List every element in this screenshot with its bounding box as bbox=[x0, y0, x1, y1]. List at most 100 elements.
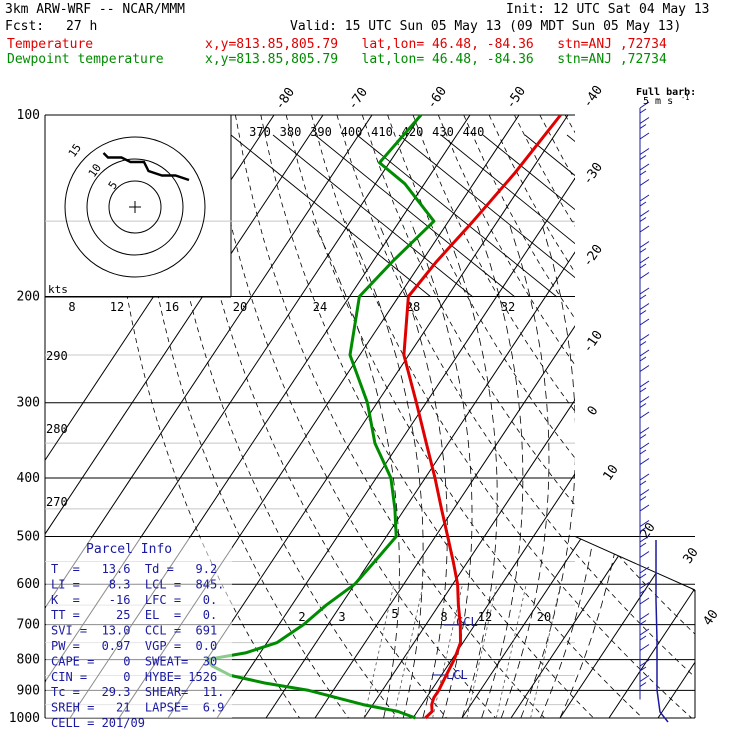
wind-barb-flag bbox=[639, 628, 650, 636]
wind-barb-half bbox=[639, 496, 647, 501]
wind-barb-flag bbox=[639, 597, 650, 605]
wind-barb-half bbox=[639, 682, 647, 687]
isotherm-label: 0 bbox=[585, 403, 602, 418]
mixing-ratio-label: 8 bbox=[440, 610, 447, 624]
hodo-speed-label: 24 bbox=[313, 300, 327, 314]
dry-adiabat bbox=[564, 115, 695, 718]
isotherm-line bbox=[510, 115, 695, 718]
wind-barb-flag bbox=[639, 318, 650, 326]
height-label: 290 bbox=[46, 349, 68, 363]
moist-adiabat bbox=[475, 221, 524, 718]
moist-adiabat bbox=[410, 221, 473, 718]
moist-adiabat bbox=[500, 221, 550, 718]
mixing-ratio-label: 20 bbox=[537, 610, 551, 624]
theta-grid-line bbox=[272, 134, 474, 298]
barb-legend-sup: -1 bbox=[681, 94, 689, 102]
hodograph-ring-15 bbox=[64, 136, 206, 278]
wind-barb-flag bbox=[639, 458, 650, 465]
wind-barb-half bbox=[639, 449, 647, 455]
isotherm-line bbox=[167, 115, 569, 718]
theta-label: 400 bbox=[341, 125, 363, 139]
wind-barb-flag bbox=[639, 117, 650, 124]
wind-barb-half bbox=[639, 573, 647, 579]
wind-barb-flag bbox=[639, 179, 650, 186]
moist-adiabat bbox=[345, 221, 424, 718]
wind-barb-half bbox=[639, 403, 647, 408]
parcel-info-row: CELL = 201/09 bbox=[51, 716, 145, 730]
wind-barb-half bbox=[639, 387, 647, 393]
isotherm-label: -10 bbox=[580, 328, 606, 356]
hodograph-ring-5 bbox=[108, 180, 162, 234]
isobar-label: 900 bbox=[17, 683, 40, 698]
theta-grid-line bbox=[314, 134, 516, 298]
wind-barb-half bbox=[639, 480, 647, 486]
dry-adiabat bbox=[133, 115, 349, 718]
wind-barb-flag bbox=[639, 194, 650, 202]
mixing-ratio-line bbox=[363, 584, 395, 718]
isotherm-label: -70 bbox=[345, 85, 371, 113]
barb-legend-value: 5 m s bbox=[643, 96, 673, 107]
mixing-ratio-label: 5 bbox=[391, 607, 398, 621]
wind-barb-flag bbox=[639, 675, 650, 682]
wind-barb-flag bbox=[639, 644, 650, 651]
dry-adiabat bbox=[260, 115, 594, 718]
temperature-legend-name: Temperature bbox=[7, 37, 94, 52]
wind-barb-half bbox=[639, 108, 647, 114]
isotherm-label: 10 bbox=[600, 462, 621, 483]
dewpoint-legend-name: Dewpoint temperature bbox=[7, 52, 164, 67]
dry-adiabat bbox=[615, 115, 695, 718]
theta-grid-line bbox=[482, 134, 684, 298]
theta-label: 370 bbox=[249, 125, 271, 139]
wind-barb-half bbox=[639, 310, 647, 315]
wind-barb-half bbox=[639, 217, 647, 222]
theta-grid-line bbox=[356, 134, 558, 298]
wind-barb-flag bbox=[639, 504, 650, 512]
hodo-speed-label: 8 bbox=[68, 300, 75, 314]
wind-barb bbox=[639, 675, 650, 700]
isotherm-line bbox=[314, 115, 695, 718]
wind-barb-half bbox=[639, 341, 647, 346]
theta-grid-line bbox=[524, 134, 695, 298]
height-label: 270 bbox=[46, 495, 68, 509]
hodo-speed-label: 12 bbox=[110, 300, 124, 314]
mixing-ratio-line bbox=[495, 584, 527, 718]
mixing-ratio-line bbox=[530, 584, 561, 718]
lcl-label: LCL bbox=[446, 668, 468, 682]
isotherm-label: 30 bbox=[680, 545, 701, 566]
theta-label: 410 bbox=[371, 125, 393, 139]
moist-adiabat bbox=[520, 221, 577, 718]
wind-barb-flag bbox=[639, 349, 650, 357]
wind-barb-flag bbox=[639, 303, 650, 310]
isobar-label: 1000 bbox=[9, 711, 40, 726]
moist-adiabat bbox=[540, 221, 604, 718]
wind-barb-half bbox=[639, 248, 647, 253]
hodograph-trace bbox=[102, 152, 190, 182]
wind-barb-flag bbox=[639, 334, 650, 341]
isobar-label: 700 bbox=[17, 618, 40, 633]
moist-adiabat bbox=[377, 221, 448, 718]
low-level-wind-trace bbox=[655, 540, 669, 723]
dry-adiabat bbox=[691, 115, 695, 718]
wind-barb-flag bbox=[639, 380, 650, 388]
isobar-label: 400 bbox=[17, 471, 40, 486]
hodograph-ring-label: 5 bbox=[106, 179, 120, 192]
wind-barb-half bbox=[639, 201, 647, 207]
isotherm-label: 40 bbox=[700, 607, 721, 628]
parcel-info-backdrop bbox=[46, 538, 232, 718]
wind-barb-half bbox=[639, 666, 647, 672]
wind-barbs bbox=[639, 101, 669, 723]
dewpoint-legend-info: x,y=813.85,805.79 lat,lon= 46.48, -84.36… bbox=[205, 52, 667, 67]
parcel-info-row: SREH = 21 LAPSE= 6.9 bbox=[51, 701, 224, 715]
wind-barb-flag bbox=[639, 287, 650, 295]
isotherm-label: -20 bbox=[580, 242, 606, 270]
dewpoint-profile bbox=[205, 114, 436, 720]
wind-barb-flag bbox=[639, 163, 650, 171]
init-time: Init: 12 UTC Sat 04 May 13 bbox=[506, 2, 710, 17]
dry-adiabat bbox=[336, 115, 695, 718]
wind-barb-half bbox=[639, 635, 647, 641]
hodo-speed-label: 20 bbox=[233, 300, 247, 314]
mixing-ratio-line bbox=[393, 584, 424, 718]
parcel-info-row: T = 13.6 Td = 9.2 bbox=[51, 562, 217, 576]
